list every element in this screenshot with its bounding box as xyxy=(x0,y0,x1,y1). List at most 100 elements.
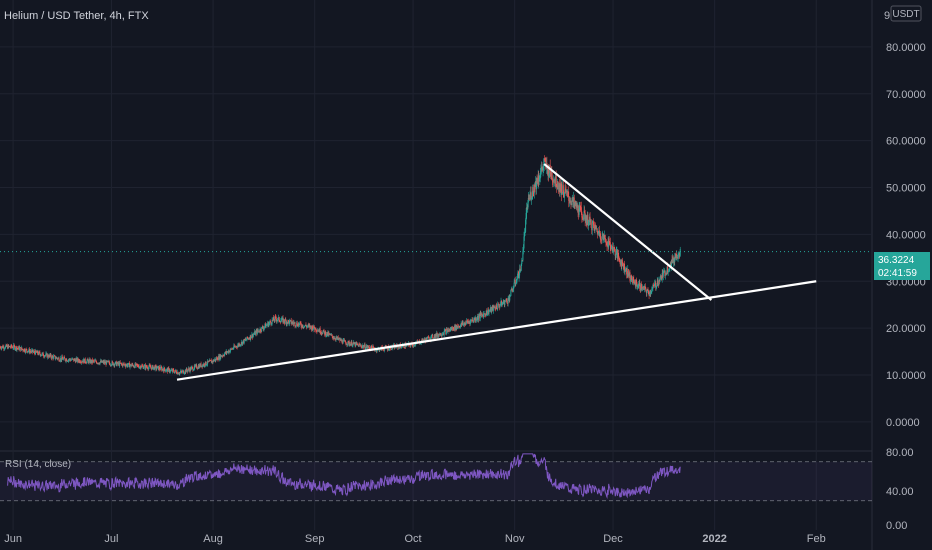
candle-body xyxy=(507,303,509,304)
candle-body xyxy=(343,339,345,341)
candle-body xyxy=(21,347,23,350)
candle-body xyxy=(626,274,628,276)
candle-body xyxy=(223,355,225,357)
candle-body xyxy=(196,365,198,369)
candle-body xyxy=(557,185,559,188)
candle-body xyxy=(324,331,326,335)
candle-body xyxy=(336,336,338,339)
candle-body xyxy=(533,184,535,194)
candle-body xyxy=(648,290,650,295)
candle-body xyxy=(228,350,230,353)
currency-badge[interactable]: USDT xyxy=(890,5,922,22)
candle-body xyxy=(166,368,168,370)
candle-body xyxy=(266,325,268,326)
candle-body xyxy=(339,339,341,341)
candle-body xyxy=(524,232,526,237)
candle-body xyxy=(24,349,26,352)
candle-body xyxy=(125,365,127,367)
candle-body xyxy=(532,187,534,196)
candle-body xyxy=(543,158,545,165)
candle-body xyxy=(527,197,529,203)
candle-body xyxy=(615,254,617,256)
candle-body xyxy=(562,185,564,194)
candle-body xyxy=(190,367,192,371)
candle-body xyxy=(609,242,611,247)
candle-body xyxy=(672,256,674,263)
candle-body xyxy=(278,317,280,322)
candle-body xyxy=(457,326,459,328)
candle-body xyxy=(257,329,259,332)
candle-body xyxy=(208,361,210,362)
candle-body xyxy=(90,360,92,363)
candle-body xyxy=(248,338,250,340)
candle-body xyxy=(19,347,21,350)
candle-body xyxy=(616,250,618,252)
candle-body xyxy=(139,366,141,367)
candle-body xyxy=(82,361,84,362)
candle-body xyxy=(124,364,126,366)
candle-body xyxy=(35,350,37,355)
candle-body xyxy=(349,343,351,345)
candle-body xyxy=(147,368,149,370)
candle-body xyxy=(648,294,650,296)
candle-body xyxy=(646,290,648,294)
candle-body xyxy=(525,219,527,232)
candle-body xyxy=(118,362,120,364)
candle-body xyxy=(679,252,681,256)
candle-body xyxy=(316,330,318,332)
candle-body xyxy=(158,367,160,370)
candle-body xyxy=(631,275,633,281)
candle-body xyxy=(106,360,108,365)
candle-body xyxy=(422,338,424,341)
candle-body xyxy=(154,365,156,370)
candle-body xyxy=(630,275,632,281)
candle-body xyxy=(563,193,565,198)
candle-body xyxy=(634,281,636,284)
candle-body xyxy=(41,354,43,356)
candle-body xyxy=(586,214,588,221)
candle-body xyxy=(233,345,235,347)
candle-body xyxy=(107,361,109,362)
rsi-label: RSI (14, close) xyxy=(5,459,71,470)
candle-body xyxy=(431,334,433,336)
candle-body xyxy=(1,347,3,349)
candle-body xyxy=(188,368,190,370)
x-tick-label: 2022 xyxy=(702,533,726,545)
candle-body xyxy=(329,333,331,335)
candle-body xyxy=(214,359,216,361)
candle-body xyxy=(412,344,414,346)
candle-body xyxy=(200,363,202,367)
candle-body xyxy=(559,183,561,193)
candle-body xyxy=(554,179,556,181)
candle-body xyxy=(197,365,199,369)
candle-body xyxy=(672,256,674,264)
candle-body xyxy=(201,365,203,367)
candle-body xyxy=(550,172,552,177)
candle-body xyxy=(100,360,102,363)
candle-body xyxy=(131,364,133,366)
candle-body xyxy=(651,288,653,292)
candle-body xyxy=(108,361,110,363)
candle-body xyxy=(315,327,317,331)
candle-body xyxy=(90,360,92,363)
candle-body xyxy=(506,300,508,304)
candle-body xyxy=(350,344,352,346)
candle-body xyxy=(335,338,337,340)
x-tick-label: Aug xyxy=(203,533,223,545)
candle-body xyxy=(401,347,403,348)
candle-body xyxy=(113,363,115,366)
candle-body xyxy=(561,183,563,195)
candle-body xyxy=(18,346,20,349)
candle-body xyxy=(25,349,27,353)
candle-body xyxy=(647,288,649,291)
candle-body xyxy=(538,176,540,182)
candle-body xyxy=(278,317,280,318)
candle-body xyxy=(67,360,69,362)
candle-body xyxy=(372,346,374,351)
candle-body xyxy=(519,268,521,272)
candle-body xyxy=(597,232,599,235)
candle-body xyxy=(294,322,296,326)
candle-body xyxy=(149,365,151,366)
candle-body xyxy=(590,219,592,222)
candle-body xyxy=(9,347,11,348)
